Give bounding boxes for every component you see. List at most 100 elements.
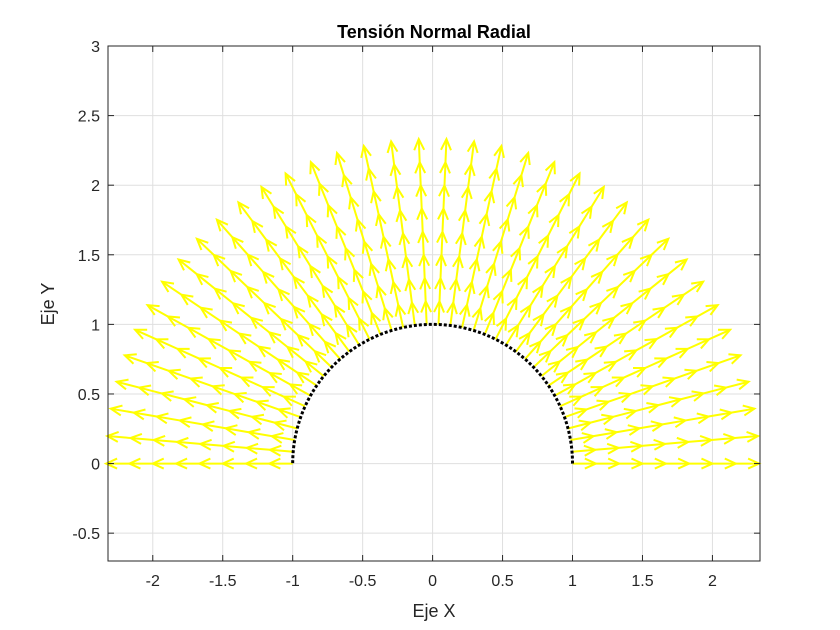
arrow-shaft — [238, 332, 260, 348]
arrow-shaft — [652, 377, 675, 388]
arrow-shaft — [196, 273, 216, 290]
arrow-shaft — [208, 338, 230, 352]
arrow-shaft — [585, 271, 603, 291]
arrow-shaft — [422, 254, 426, 279]
arrow-shaft — [593, 431, 617, 438]
arrow-shaft — [156, 415, 180, 422]
arrow-shaft — [612, 409, 636, 418]
arrow-head — [108, 404, 123, 417]
arrow-head — [114, 378, 129, 391]
arrow — [544, 159, 556, 185]
x-tick-label: -0.5 — [349, 573, 377, 590]
arrow-shaft — [586, 345, 608, 361]
arrow-shaft — [161, 280, 182, 296]
arrow-shaft — [417, 139, 421, 163]
arrow-head — [746, 431, 761, 443]
arrow-shaft — [452, 279, 458, 303]
arrow-shaft — [514, 332, 531, 353]
arrow-shaft — [296, 371, 318, 387]
arrow-shaft — [467, 164, 473, 188]
arrow-shaft — [297, 245, 312, 267]
arrow-shaft — [486, 263, 496, 287]
arrow-shaft — [410, 302, 416, 326]
arrow-head — [326, 254, 338, 269]
arrow-shaft — [219, 367, 242, 379]
arrow-shaft — [687, 338, 710, 350]
arrow-shaft — [490, 168, 498, 192]
arrow — [413, 136, 426, 163]
arrow-shaft — [639, 423, 663, 430]
arrow-shaft — [524, 341, 542, 360]
arrow-shaft — [554, 383, 576, 397]
arrow-head — [736, 378, 751, 391]
arrow-head — [593, 184, 606, 200]
arrow — [334, 150, 346, 176]
arrow-shaft — [442, 185, 446, 209]
arrow-shaft — [539, 323, 557, 343]
arrow-shaft — [138, 386, 163, 395]
arrow-shaft — [336, 152, 345, 176]
arrow-shaft — [237, 201, 254, 222]
arrow-shaft — [650, 238, 670, 256]
arrow-shaft — [320, 313, 337, 334]
arrow-shaft — [176, 440, 201, 445]
arrow-shaft — [382, 236, 390, 260]
arrow-shaft — [293, 276, 309, 297]
arrow-head — [334, 150, 346, 166]
arrow — [650, 237, 671, 256]
arrow-shaft — [177, 258, 198, 275]
arrow-shaft — [363, 241, 373, 265]
arrow-shaft — [349, 197, 359, 220]
arrow-shaft — [461, 304, 468, 328]
arrow-shaft — [248, 431, 272, 438]
arrow-shaft — [232, 302, 252, 319]
arrow-shaft — [240, 376, 264, 389]
arrow-shaft — [212, 385, 236, 395]
arrow-shaft — [541, 265, 556, 287]
arrow-shaft — [665, 347, 689, 360]
arrow-shaft — [625, 319, 646, 335]
arrow-shaft — [658, 398, 682, 407]
boundary-semicircle — [291, 322, 575, 464]
arrow-shaft — [635, 338, 658, 352]
arrow-shaft — [438, 278, 442, 302]
arrow-shaft — [623, 367, 646, 379]
arrow-shaft — [688, 438, 712, 443]
arrow-shaft — [370, 312, 382, 335]
arrow-shaft — [574, 372, 596, 386]
arrow-shaft — [711, 436, 735, 441]
arrow-shaft — [641, 442, 666, 447]
arrow-shaft — [708, 328, 731, 341]
arrow — [104, 431, 131, 443]
arrow-head — [360, 143, 372, 159]
arrow-shaft — [544, 161, 556, 185]
arrow-shaft — [401, 233, 407, 257]
arrow-shaft — [283, 395, 306, 408]
arrow-head — [295, 192, 307, 207]
arrow-shaft — [161, 392, 185, 401]
arrow-shaft — [464, 187, 470, 211]
x-tick-label: 0 — [428, 573, 437, 590]
arrow — [237, 200, 254, 222]
arrow-shaft — [316, 235, 329, 257]
arrow-head — [559, 192, 571, 207]
arrow-shaft — [308, 323, 326, 343]
arrow-shaft — [133, 411, 157, 418]
arrow-shaft — [167, 315, 189, 329]
arrow-shaft — [116, 380, 140, 389]
arrow-shaft — [439, 254, 443, 279]
arrow-shaft — [527, 204, 538, 228]
arrow-shaft — [600, 286, 619, 304]
arrow-shaft — [216, 219, 234, 238]
arrow-shaft — [297, 334, 316, 352]
arrow-shaft — [598, 220, 614, 241]
arrow-shaft — [337, 276, 350, 299]
arrow-shaft — [393, 164, 399, 188]
arrow-shaft — [336, 226, 347, 249]
arrow-shaft — [536, 235, 549, 257]
arrow-shaft — [187, 326, 210, 340]
arrow-shaft — [494, 318, 507, 340]
arrow-head — [237, 200, 250, 215]
arrow-head — [440, 136, 452, 151]
arrow-shaft — [580, 386, 604, 398]
